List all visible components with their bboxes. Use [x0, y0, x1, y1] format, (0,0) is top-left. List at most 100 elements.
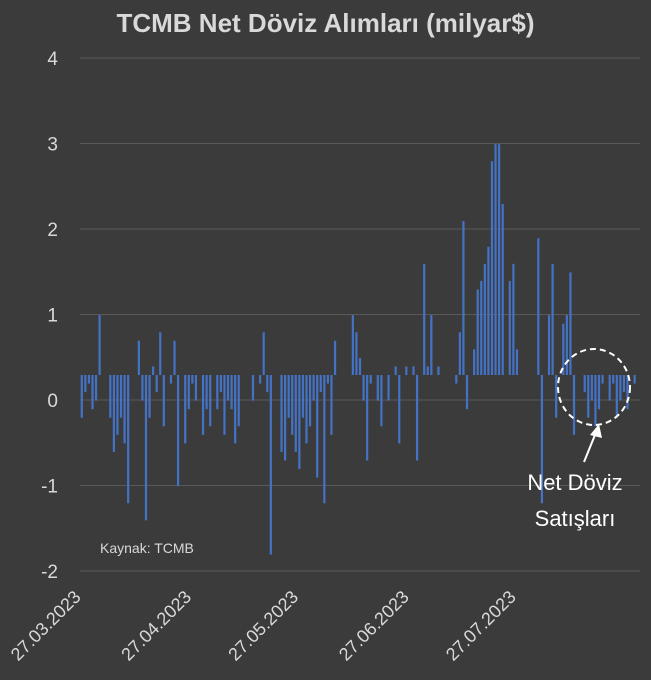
data-bar	[169, 375, 173, 384]
data-bar	[251, 375, 255, 401]
data-bar	[387, 375, 390, 401]
y-tick-label: 0	[47, 391, 58, 412]
data-bar	[333, 340, 337, 375]
data-bar	[508, 280, 511, 375]
data-bar	[191, 375, 194, 384]
data-bar	[162, 375, 165, 427]
data-bar	[173, 340, 176, 375]
data-bar	[633, 375, 636, 384]
bars	[80, 144, 636, 555]
data-bar	[109, 375, 112, 418]
data-bar	[91, 375, 94, 410]
data-bar	[209, 375, 212, 427]
y-tick-label: -1	[41, 477, 58, 498]
data-bar	[615, 375, 618, 418]
data-bar	[412, 366, 415, 375]
data-bar	[540, 375, 544, 504]
data-bar	[80, 375, 83, 418]
data-bar	[462, 221, 465, 375]
data-bar	[287, 375, 290, 418]
data-bar	[426, 366, 429, 375]
source-label: Kaynak: TCMB	[100, 540, 194, 556]
data-bar	[230, 375, 233, 410]
data-bar	[569, 272, 572, 375]
data-bar	[512, 263, 515, 375]
data-bar	[490, 161, 494, 375]
data-bar	[380, 375, 383, 427]
data-bar	[301, 375, 305, 418]
data-bar	[622, 375, 626, 393]
data-bar	[283, 375, 287, 461]
data-bar	[587, 375, 590, 418]
x-tick-label: 27.03.2023	[7, 587, 85, 665]
data-bar	[148, 375, 151, 418]
y-axis-ticks: 4 3 2 1 0 -1 -2	[41, 49, 58, 583]
data-bar	[84, 375, 87, 393]
data-bar	[487, 246, 490, 375]
grid-lines	[80, 57, 640, 572]
annotation-arrowhead	[590, 424, 602, 438]
data-bar	[547, 315, 551, 375]
data-bar	[415, 375, 419, 461]
data-bar	[184, 375, 187, 444]
data-bar	[398, 375, 401, 444]
data-bar	[612, 375, 615, 384]
data-bar	[280, 375, 283, 452]
data-bar	[594, 375, 597, 427]
annotation-circle	[557, 348, 631, 426]
net-fx-sales-annotation: Net Döviz Satışları	[527, 348, 631, 531]
data-bar	[597, 375, 601, 410]
data-bar	[291, 375, 294, 435]
data-bar	[112, 375, 115, 452]
x-tick-label: 27.06.2023	[335, 587, 413, 665]
data-bar	[205, 375, 208, 410]
data-bar	[219, 375, 222, 393]
data-bar	[494, 144, 497, 375]
data-bar	[127, 375, 130, 504]
data-bar	[608, 375, 611, 401]
data-bar	[455, 375, 458, 384]
x-tick-label: 27.07.2023	[442, 587, 520, 665]
data-bar	[194, 375, 198, 401]
data-bar	[98, 315, 101, 375]
data-bar	[187, 375, 190, 410]
data-bar	[323, 375, 326, 504]
data-bar	[537, 238, 540, 375]
data-bar	[423, 263, 426, 375]
data-bar	[316, 375, 319, 478]
data-bar	[294, 375, 297, 452]
data-bar	[305, 375, 308, 444]
data-bar	[94, 375, 98, 401]
data-bar	[405, 366, 408, 375]
data-bar	[116, 375, 119, 435]
data-bar	[476, 289, 479, 375]
data-bar	[565, 315, 568, 375]
data-bar	[141, 375, 144, 401]
data-bar	[87, 375, 91, 384]
data-bar	[123, 375, 126, 444]
data-bar	[237, 375, 240, 427]
chart-title: TCMB Net Döviz Alımları (milyar$)	[116, 8, 535, 38]
data-bar	[458, 332, 461, 375]
data-bar	[583, 375, 586, 393]
data-bar	[298, 375, 301, 470]
data-bar	[223, 375, 226, 435]
y-tick-label: -2	[41, 562, 58, 583]
data-bar	[119, 375, 123, 418]
data-bar	[473, 349, 476, 375]
data-bar	[430, 315, 433, 375]
data-bar	[319, 375, 322, 393]
data-bar	[152, 366, 155, 375]
data-bar	[562, 323, 565, 375]
data-bar	[234, 375, 237, 444]
data-bar	[351, 315, 354, 375]
data-bar	[437, 366, 440, 375]
data-bar	[498, 144, 501, 375]
y-tick-label: 4	[47, 49, 58, 70]
data-bar	[394, 366, 397, 375]
data-bar	[326, 375, 329, 384]
x-tick-label: 27.04.2023	[117, 587, 195, 665]
data-bar	[144, 375, 148, 521]
x-axis-ticks: 27.03.2023 27.04.2023 27.05.2023 27.06.2023…	[7, 587, 520, 665]
